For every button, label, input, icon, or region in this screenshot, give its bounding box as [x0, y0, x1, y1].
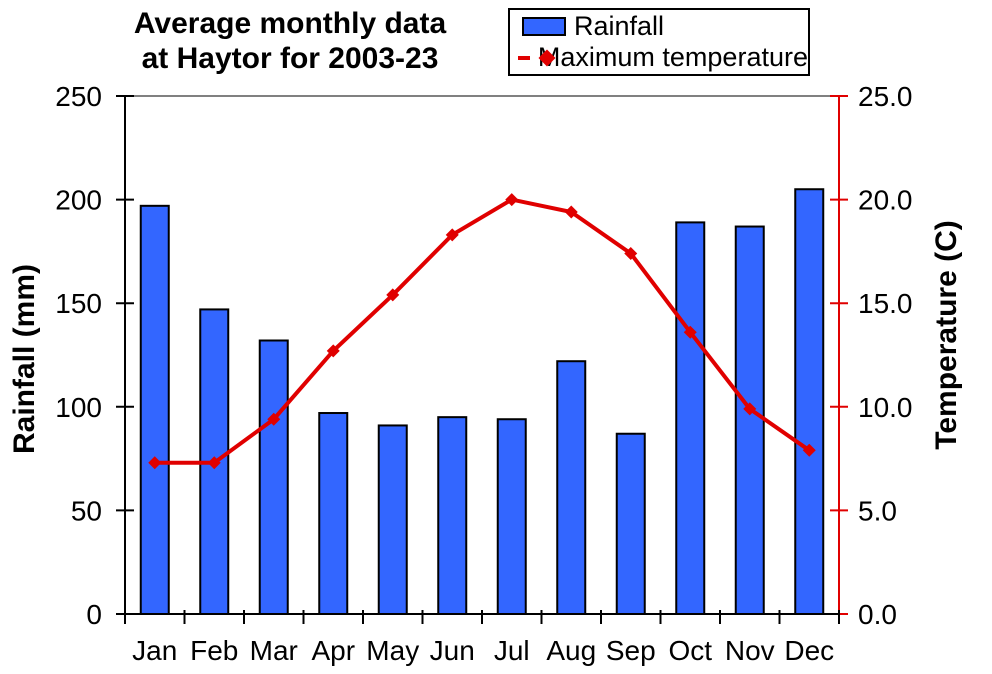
- chart-title: Average monthly data at Haytor for 2003-…: [95, 6, 485, 76]
- month-label-feb: Feb: [190, 635, 238, 666]
- temperature-marker-feb: [207, 456, 221, 470]
- temperature-marker-jun: [445, 228, 459, 242]
- rainfall-swatch-icon: [522, 17, 566, 36]
- right-axis-tick-label-10.0: 10.0: [858, 392, 913, 423]
- right-axis-tick-label-25.0: 25.0: [858, 81, 913, 112]
- temperature-marker-oct: [683, 325, 697, 339]
- temperature-marker-mar: [267, 412, 281, 426]
- month-label-apr: Apr: [311, 635, 355, 666]
- bar-apr: [318, 412, 349, 615]
- right-axis-tick-label-0.0: 0.0: [858, 599, 897, 630]
- left-axis-tick-label-100: 100: [55, 392, 102, 423]
- right-axis-tick-label-15.0: 15.0: [858, 288, 913, 319]
- month-label-sep: Sep: [606, 635, 656, 666]
- month-label-nov: Nov: [725, 635, 775, 666]
- month-label-aug: Aug: [546, 635, 596, 666]
- month-label-jul: Jul: [494, 635, 530, 666]
- legend-item-rainfall: Rainfall: [518, 11, 808, 41]
- bar-mar: [258, 339, 289, 615]
- bar-nov: [734, 225, 765, 615]
- chart-title-line-2: at Haytor for 2003-23: [141, 42, 439, 75]
- right-axis-tick-label-5.0: 5.0: [858, 495, 897, 526]
- month-label-may: May: [366, 635, 419, 666]
- temperature-marker-sep: [624, 246, 638, 260]
- left-axis-tick-label-0: 0: [86, 599, 102, 630]
- legend-temperature-label: Maximum temperature: [537, 42, 808, 72]
- month-label-dec: Dec: [784, 635, 834, 666]
- temperature-marker-may: [386, 288, 400, 302]
- bar-jun: [437, 416, 468, 615]
- temperature-marker-jan: [148, 456, 162, 470]
- temperature-marker-aug: [564, 205, 578, 219]
- bar-aug: [556, 360, 587, 615]
- month-label-jun: Jun: [430, 635, 475, 666]
- left-axis-tick-label-50: 50: [71, 495, 102, 526]
- bar-dec: [794, 188, 825, 616]
- temperature-marker-jul: [505, 193, 519, 207]
- legend-item-max-temperature: Maximum temperature: [518, 42, 808, 72]
- legend-rainfall-label: Rainfall: [574, 11, 665, 41]
- temperature-marker-apr: [326, 344, 340, 358]
- temperature-marker-nov: [743, 402, 757, 416]
- bar-oct: [675, 221, 706, 615]
- bar-jul: [496, 418, 527, 615]
- bar-jan: [139, 204, 170, 615]
- legend-line-stroke: [518, 55, 530, 60]
- month-label-mar: Mar: [250, 635, 298, 666]
- month-label-oct: Oct: [668, 635, 712, 666]
- temperature-line: [154, 197, 811, 465]
- legend: Rainfall Maximum temperature: [508, 8, 810, 76]
- month-label-jan: Jan: [132, 635, 177, 666]
- right-axis-tick-label-20.0: 20.0: [858, 185, 913, 216]
- left-axis-tick-label-250: 250: [55, 81, 102, 112]
- temperature-marker-dec: [802, 443, 816, 457]
- chart-title-line-1: Average monthly data: [133, 7, 447, 40]
- left-axis-tick-label-200: 200: [55, 185, 102, 216]
- left-axis-tick-label-150: 150: [55, 288, 102, 319]
- temperature-line-icon: [518, 49, 556, 67]
- bar-sep: [615, 432, 646, 615]
- bar-may: [377, 424, 408, 615]
